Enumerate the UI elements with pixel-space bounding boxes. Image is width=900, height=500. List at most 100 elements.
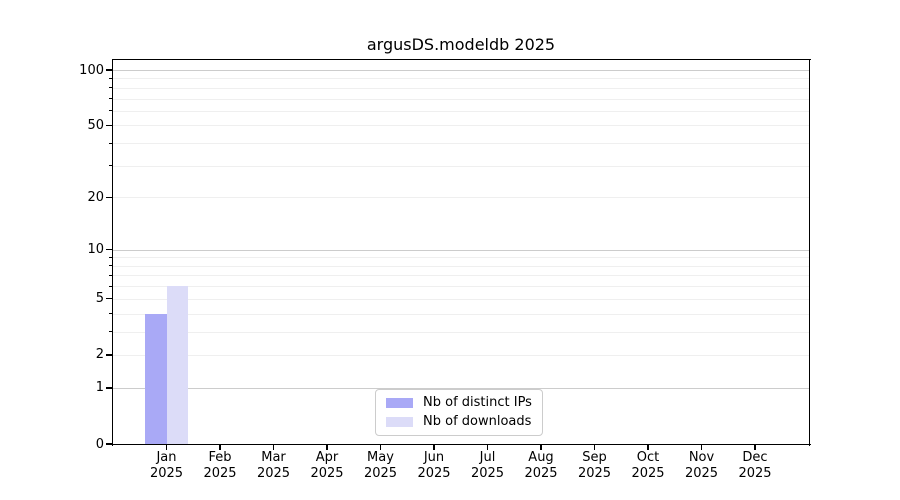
legend-entry: Nb of downloads — [386, 415, 542, 429]
x-tick-year: 2025 — [738, 465, 772, 481]
axis-spine-bottom — [111, 444, 811, 446]
x-tick-month: Aug — [528, 450, 554, 465]
y-gridline-minor — [113, 265, 809, 267]
x-tick-label: Apr 2025 — [297, 450, 357, 481]
y-gridline-minor — [113, 87, 809, 89]
x-tick-year: 2025 — [363, 465, 398, 481]
y-tick-label: 5 — [95, 291, 104, 307]
x-tick-label: Mar 2025 — [244, 450, 304, 481]
y-tick — [105, 69, 112, 71]
x-tick-year: 2025 — [524, 465, 558, 481]
x-tick — [754, 445, 756, 450]
x-tick-month: Feb — [208, 450, 232, 465]
x-tick — [647, 445, 649, 450]
x-tick-month: May — [367, 450, 394, 465]
x-tick-month: Jan — [156, 450, 177, 465]
y-tick — [105, 196, 112, 198]
x-tick-label: Jul 2025 — [458, 450, 518, 481]
x-tick-year: 2025 — [149, 465, 184, 481]
x-tick-label: Sep 2025 — [565, 450, 625, 481]
y-gridline-minor — [113, 275, 809, 277]
y-minor-tick — [109, 87, 112, 89]
x-tick-year: 2025 — [417, 465, 451, 481]
y-minor-tick — [109, 98, 112, 100]
x-tick — [540, 445, 542, 450]
x-tick-month: Oct — [636, 450, 660, 465]
x-tick-label: Jan 2025 — [137, 450, 197, 481]
y-tick-label: 10 — [87, 242, 104, 258]
x-tick-month: Mar — [261, 450, 286, 465]
y-gridline-minor — [113, 125, 809, 127]
x-tick — [219, 445, 221, 450]
y-minor-tick — [109, 256, 112, 258]
x-tick — [433, 445, 435, 450]
x-tick-label: Aug 2025 — [511, 450, 571, 481]
y-gridline-minor — [113, 313, 809, 315]
x-tick-year: 2025 — [203, 465, 237, 481]
y-gridline-minor — [113, 110, 809, 112]
x-tick-year: 2025 — [256, 465, 291, 481]
x-tick — [326, 445, 328, 450]
y-gridline-minor — [113, 98, 809, 100]
axis-spine-top — [111, 59, 811, 61]
y-gridline-major — [113, 249, 809, 251]
y-gridline-minor — [113, 143, 809, 145]
bar-nb-of-downloads-jan — [166, 286, 188, 444]
y-tick — [105, 354, 112, 356]
x-tick-month: Sep — [582, 450, 607, 465]
x-tick-month: Dec — [742, 450, 768, 465]
y-gridline-minor — [113, 354, 809, 356]
x-tick — [593, 445, 596, 450]
x-tick — [272, 445, 275, 450]
x-tick-year: 2025 — [310, 465, 344, 481]
legend-label: Nb of downloads — [423, 414, 532, 429]
y-minor-tick — [109, 265, 112, 267]
axis-spine-right — [808, 59, 810, 447]
y-minor-tick — [109, 110, 112, 112]
y-gridline-minor — [113, 78, 809, 80]
legend: Nb of distinct IPs Nb of downloads — [375, 389, 543, 436]
x-tick-label: Dec 2025 — [725, 450, 785, 481]
x-tick — [700, 445, 703, 450]
chart-title: argusDS.modeldb 2025 — [366, 35, 556, 54]
y-minor-tick — [109, 285, 112, 287]
y-minor-tick — [109, 274, 112, 276]
legend-swatch-nb-of-distinct-ips — [386, 398, 413, 408]
y-gridline-minor — [113, 286, 809, 288]
x-tick-label: Oct 2025 — [618, 450, 678, 481]
x-tick-year: 2025 — [684, 465, 719, 481]
y-tick-label: 0 — [95, 436, 104, 452]
x-tick-month: Apr — [315, 450, 339, 465]
y-tick-label: 100 — [79, 62, 104, 78]
y-minor-tick — [109, 165, 112, 167]
legend-label: Nb of distinct IPs — [423, 395, 532, 410]
x-tick-label: Jun 2025 — [404, 450, 464, 481]
y-tick-label: 20 — [87, 189, 104, 205]
x-tick-year: 2025 — [631, 465, 665, 481]
legend-entry: Nb of distinct IPs — [386, 396, 542, 410]
x-tick-month: Jun — [423, 450, 445, 465]
y-gridline-minor — [113, 197, 809, 199]
y-gridline-major — [113, 387, 809, 389]
y-tick — [105, 443, 112, 445]
y-tick — [105, 124, 112, 127]
x-tick-month: Jul — [479, 450, 496, 465]
y-gridline-minor — [113, 257, 809, 259]
x-tick-year: 2025 — [470, 465, 505, 481]
x-tick-year: 2025 — [577, 465, 612, 481]
y-tick — [105, 248, 112, 251]
y-gridline-major — [113, 70, 809, 71]
y-tick — [105, 387, 112, 389]
y-tick-label: 50 — [87, 117, 104, 133]
x-tick-label: Nov 2025 — [672, 450, 732, 481]
x-tick-month: Nov — [688, 450, 715, 465]
legend-swatch-nb-of-downloads — [386, 417, 413, 427]
x-tick — [379, 445, 382, 450]
y-tick-label: 2 — [95, 347, 104, 363]
y-minor-tick — [109, 331, 112, 333]
axis-spine-left — [111, 59, 113, 447]
y-gridline-minor — [113, 298, 809, 300]
x-tick-label: Feb 2025 — [190, 450, 250, 481]
y-tick — [105, 298, 112, 300]
